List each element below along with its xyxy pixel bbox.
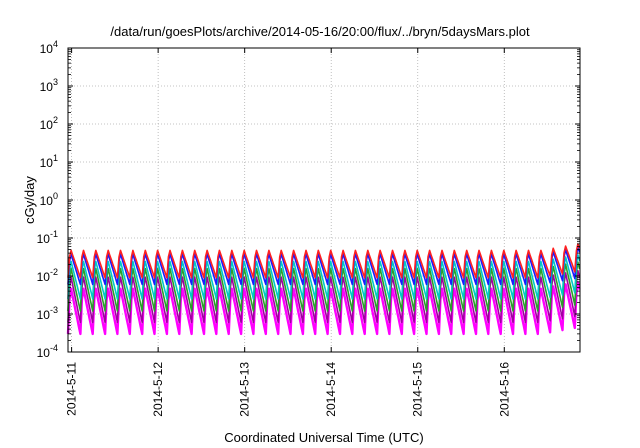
y-axis: 10-4 10-3 10-2 10-1 100 101 102 103 104 [37,39,580,360]
y-tick-label: 101 [40,153,58,170]
y-tick-label: 100 [40,191,58,208]
x-tick-label: 2014-5-11 [65,362,79,416]
series-line-3 [67,261,581,312]
x-axis-label: Coordinated Universal Time (UTC) [224,430,423,445]
y-tick-label: 102 [40,115,58,132]
y-tick-label: 10-3 [37,305,58,322]
y-tick-label: 104 [40,39,58,56]
chart-title: /data/run/goesPlots/archive/2014-05-16/2… [110,24,530,39]
series-line-4 [67,254,581,300]
y-tick-label: 10-2 [37,267,58,284]
x-tick-label: 2014-5-13 [238,362,252,417]
series-line-1 [66,281,581,336]
y-tick-label: 10-4 [37,343,58,360]
y-axis-label: cGy/day [22,176,37,224]
x-tick-label: 2014-5-14 [324,362,338,417]
series-layer [66,243,581,336]
series-line-6 [67,243,581,279]
x-tick-label: 2014-5-15 [411,362,425,417]
series-line-5 [67,246,581,286]
y-tick-label: 103 [40,77,58,94]
y-tick-label: 10-1 [37,229,58,246]
x-axis: 2014-5-11 2014-5-12 2014-5-13 2014-5-14 2014… [65,48,511,417]
series-line-2 [67,269,581,324]
x-tick-label: 2014-5-16 [497,362,511,417]
x-tick-label: 2014-5-12 [151,362,165,417]
